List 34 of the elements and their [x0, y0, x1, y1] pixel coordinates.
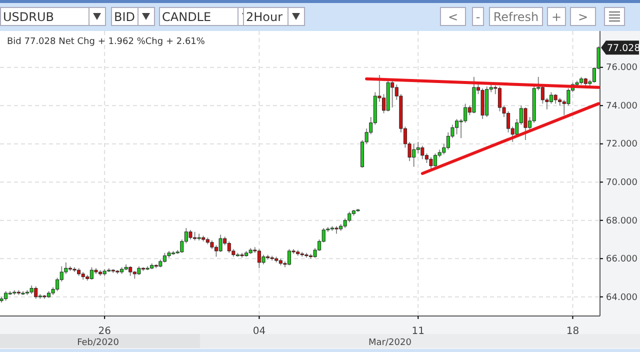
candlestick — [188, 229, 192, 240]
candlestick — [348, 211, 352, 223]
text: BID — [114, 10, 136, 24]
text: + — [551, 10, 562, 24]
x-tick-label: 04 — [252, 326, 266, 337]
candlestick — [343, 218, 347, 229]
text: < — [448, 10, 458, 24]
candlestick — [262, 254, 266, 265]
x-tick-label: 18 — [566, 326, 580, 337]
candlestick — [429, 156, 433, 170]
candlestick — [416, 141, 420, 154]
text: - — [476, 10, 480, 24]
candlestick — [218, 234, 222, 252]
candlestick — [524, 107, 528, 141]
y-tick-label: 66.000 — [606, 254, 638, 264]
text: CANDLE — [162, 10, 212, 24]
x-tick-label: 11 — [412, 326, 424, 337]
text: 2Hour — [246, 10, 283, 24]
y-tick-label: 74.000 — [606, 101, 638, 112]
text: USDRUB — [3, 10, 54, 24]
candlestick — [4, 290, 8, 302]
y-tick-label: 64.000 — [606, 292, 638, 303]
candlestick — [420, 145, 424, 160]
text: Feb/2020 — [77, 338, 120, 348]
y-tick-label: 76.000 — [606, 63, 638, 74]
y-tick-label: 70.000 — [606, 178, 638, 188]
y-tick-label: 72.000 — [606, 140, 638, 150]
x-tick-label: 26 — [98, 326, 111, 337]
y-tick-label: 68.000 — [606, 216, 638, 226]
annotation: Bid 77.028 Net Chg + 1.962 %Chg + 2.61% — [7, 37, 206, 47]
text: > — [578, 10, 588, 24]
text: Mar/2020 — [368, 338, 412, 348]
candlestick — [554, 94, 558, 104]
text: Refresh — [493, 10, 539, 24]
